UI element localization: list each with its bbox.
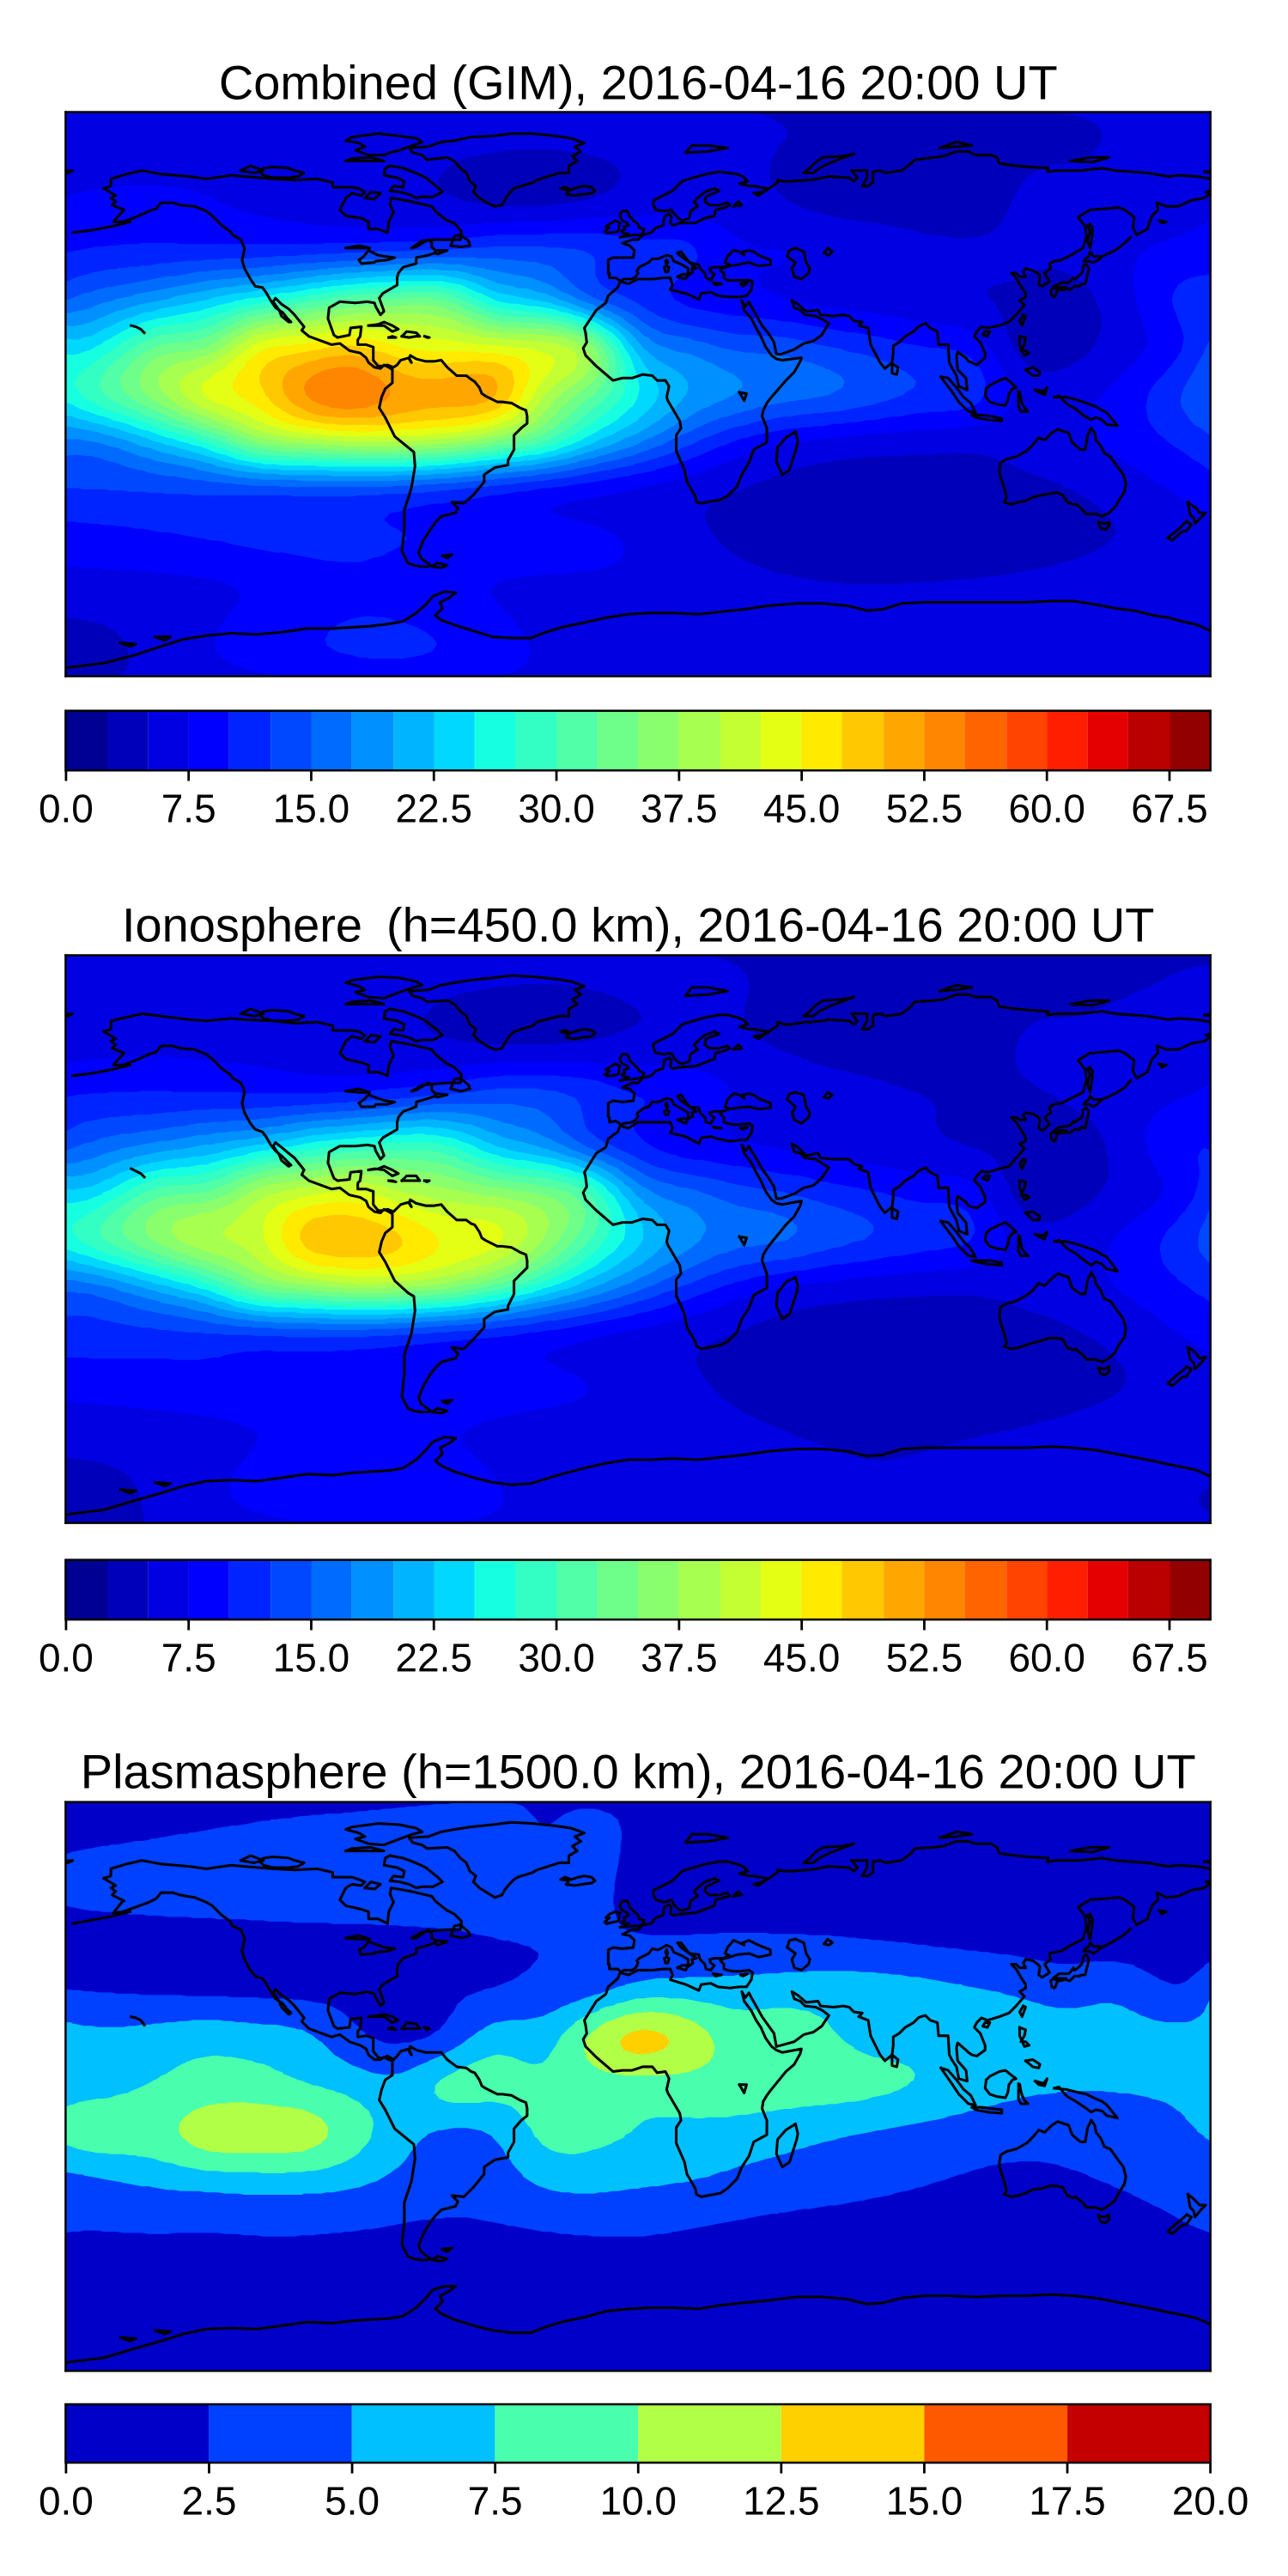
svg-text:2.5: 2.5 xyxy=(182,2478,237,2523)
svg-text:45.0: 45.0 xyxy=(763,786,840,830)
svg-text:15.0: 15.0 xyxy=(273,786,349,830)
svg-text:0.0: 0.0 xyxy=(39,786,94,830)
svg-text:Ionosphere (h=450.0 km), 2016-: Ionosphere (h=450.0 km), 2016-04-16 20:0… xyxy=(122,898,1155,952)
svg-text:0.0: 0.0 xyxy=(39,1635,94,1680)
svg-text:7.5: 7.5 xyxy=(161,786,216,830)
svg-text:52.5: 52.5 xyxy=(886,1635,963,1680)
svg-text:12.5: 12.5 xyxy=(743,2478,819,2523)
svg-text:20.0: 20.0 xyxy=(1172,2478,1249,2523)
svg-text:67.5: 67.5 xyxy=(1131,786,1207,830)
svg-text:Plasmasphere (h=1500.0 km), 20: Plasmasphere (h=1500.0 km), 2016-04-16 2… xyxy=(81,1745,1196,1799)
svg-text:Combined (GIM), 2016-04-16 20:: Combined (GIM), 2016-04-16 20:00 UT xyxy=(219,55,1058,109)
svg-text:7.5: 7.5 xyxy=(468,2478,523,2523)
svg-text:45.0: 45.0 xyxy=(763,1635,840,1680)
svg-text:7.5: 7.5 xyxy=(161,1635,216,1680)
svg-text:15.0: 15.0 xyxy=(886,2478,963,2523)
svg-text:67.5: 67.5 xyxy=(1131,1635,1207,1680)
svg-text:30.0: 30.0 xyxy=(518,786,594,830)
svg-text:37.5: 37.5 xyxy=(641,1635,717,1680)
svg-text:10.0: 10.0 xyxy=(600,2478,677,2523)
svg-text:30.0: 30.0 xyxy=(518,1635,594,1680)
svg-text:22.5: 22.5 xyxy=(396,786,472,830)
svg-text:0.0: 0.0 xyxy=(39,2478,94,2523)
svg-text:52.5: 52.5 xyxy=(886,786,963,830)
svg-text:37.5: 37.5 xyxy=(641,786,717,830)
svg-text:60.0: 60.0 xyxy=(1008,786,1084,830)
svg-text:22.5: 22.5 xyxy=(396,1635,472,1680)
svg-text:15.0: 15.0 xyxy=(273,1635,349,1680)
svg-text:17.5: 17.5 xyxy=(1029,2478,1105,2523)
svg-text:60.0: 60.0 xyxy=(1008,1635,1084,1680)
svg-text:5.0: 5.0 xyxy=(325,2478,380,2523)
